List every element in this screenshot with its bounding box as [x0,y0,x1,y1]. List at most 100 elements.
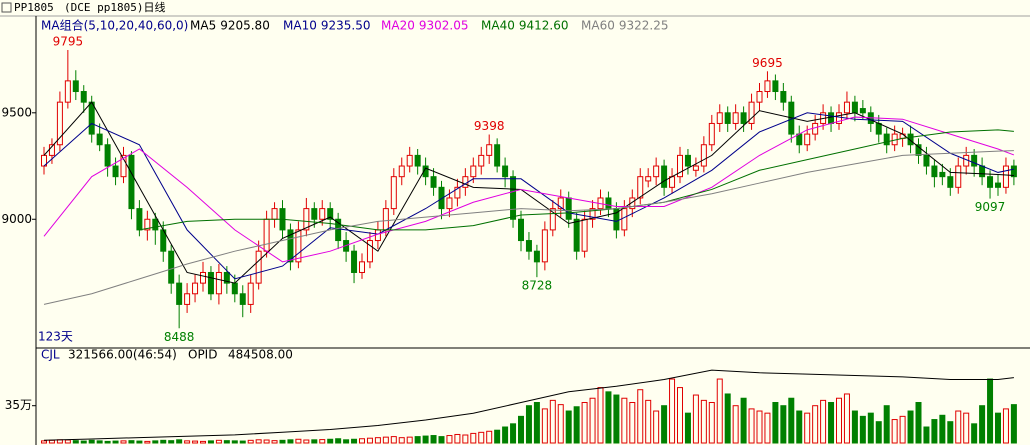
volume-bar [764,412,771,444]
candle-body [223,271,230,284]
candle-body [796,133,803,146]
volume-bar [263,439,270,444]
candle-body [311,208,318,220]
candle-body [152,218,159,231]
volume-bar [88,439,95,444]
volume-label: CJL [41,348,60,362]
volume-bar [112,440,119,444]
candle-body [780,91,787,103]
volume-bar [756,410,763,444]
candle-body [931,165,938,178]
candle-body [653,165,660,178]
volume-bar [557,404,564,444]
volume-bar [176,439,183,444]
candle-body [915,144,922,156]
volume-bar [653,410,660,444]
candle-body [247,282,254,305]
volume-bar [629,402,636,444]
volume-bar [843,393,850,444]
volume-bar [1010,404,1017,444]
candle-body [724,112,731,124]
candle-body [382,208,389,231]
candle-body [462,176,469,188]
volume-bar [700,399,707,444]
candle-body [176,282,183,305]
volume-bar [168,440,175,444]
volume-bar [494,429,501,444]
volume-bar [836,397,842,444]
candle-body [470,165,477,178]
legend-value: 9205.80 [220,19,270,33]
candle-body [700,144,707,167]
volume-bar [160,439,167,444]
ma-line [43,150,1014,305]
volume-bar [684,412,691,444]
legend-name: MA40 [481,19,515,33]
volume-bar [184,440,191,444]
volume-bar [597,387,604,444]
volume-bar [875,421,882,444]
candle-body [398,165,405,178]
volume-bar [319,439,326,444]
volume-bar [971,423,978,444]
volume-bar [470,432,477,444]
icon [1,2,12,13]
ma-line [139,129,1014,231]
candle-body [995,182,1001,188]
candle-body [939,171,946,178]
candle-body [351,250,358,273]
volume-bar [255,439,262,444]
volume-bar [430,435,437,444]
candle-body [525,240,532,252]
legend-name: MA60 [581,19,615,33]
volume-bar [120,440,127,444]
volume-bar [565,410,572,444]
volume-bar [374,437,381,444]
ma-line [43,112,1015,280]
volume-bar [207,440,214,444]
volume-bar [621,397,628,444]
volume-bar [104,440,111,444]
candle-body [875,122,882,135]
candle-body [263,218,270,252]
candle-body [48,144,55,156]
oi-line [43,369,1014,441]
volume-bar [692,394,699,444]
volume-bar [979,405,986,444]
candle-body [748,101,755,124]
volume-bar [96,440,103,444]
candle-body [979,165,986,178]
volume-bar [708,402,715,444]
candle-body [295,229,302,263]
candle-body [573,218,580,252]
volume-bar [716,378,723,444]
candle-body [446,197,453,210]
volume-bar [1002,408,1009,444]
candle-body [677,154,683,178]
candle-body [454,186,461,199]
volume-bar [724,393,731,444]
volume-bar [549,399,556,444]
candle-body [80,91,87,103]
volume-bar [502,426,509,444]
extreme-label: 9795 [53,35,84,49]
candle-body [661,165,668,188]
candle-body [740,112,747,124]
candle-body [319,208,326,220]
legend-value: 9235.50 [321,19,371,33]
volume-bar [772,402,779,444]
volume-bar [637,389,644,444]
candle-body [836,112,842,124]
volume-bar [271,440,278,444]
volume-bar [41,440,47,444]
candle-body [851,101,858,114]
volume-bar [152,440,159,444]
volume-bar [454,433,461,444]
volume-bar [359,438,365,444]
volume-bar [812,405,819,444]
candle-body [947,176,954,188]
volume-bar [390,436,397,444]
volume-bar [931,419,938,444]
volume-bar [231,440,238,444]
volume-bar [239,440,246,444]
